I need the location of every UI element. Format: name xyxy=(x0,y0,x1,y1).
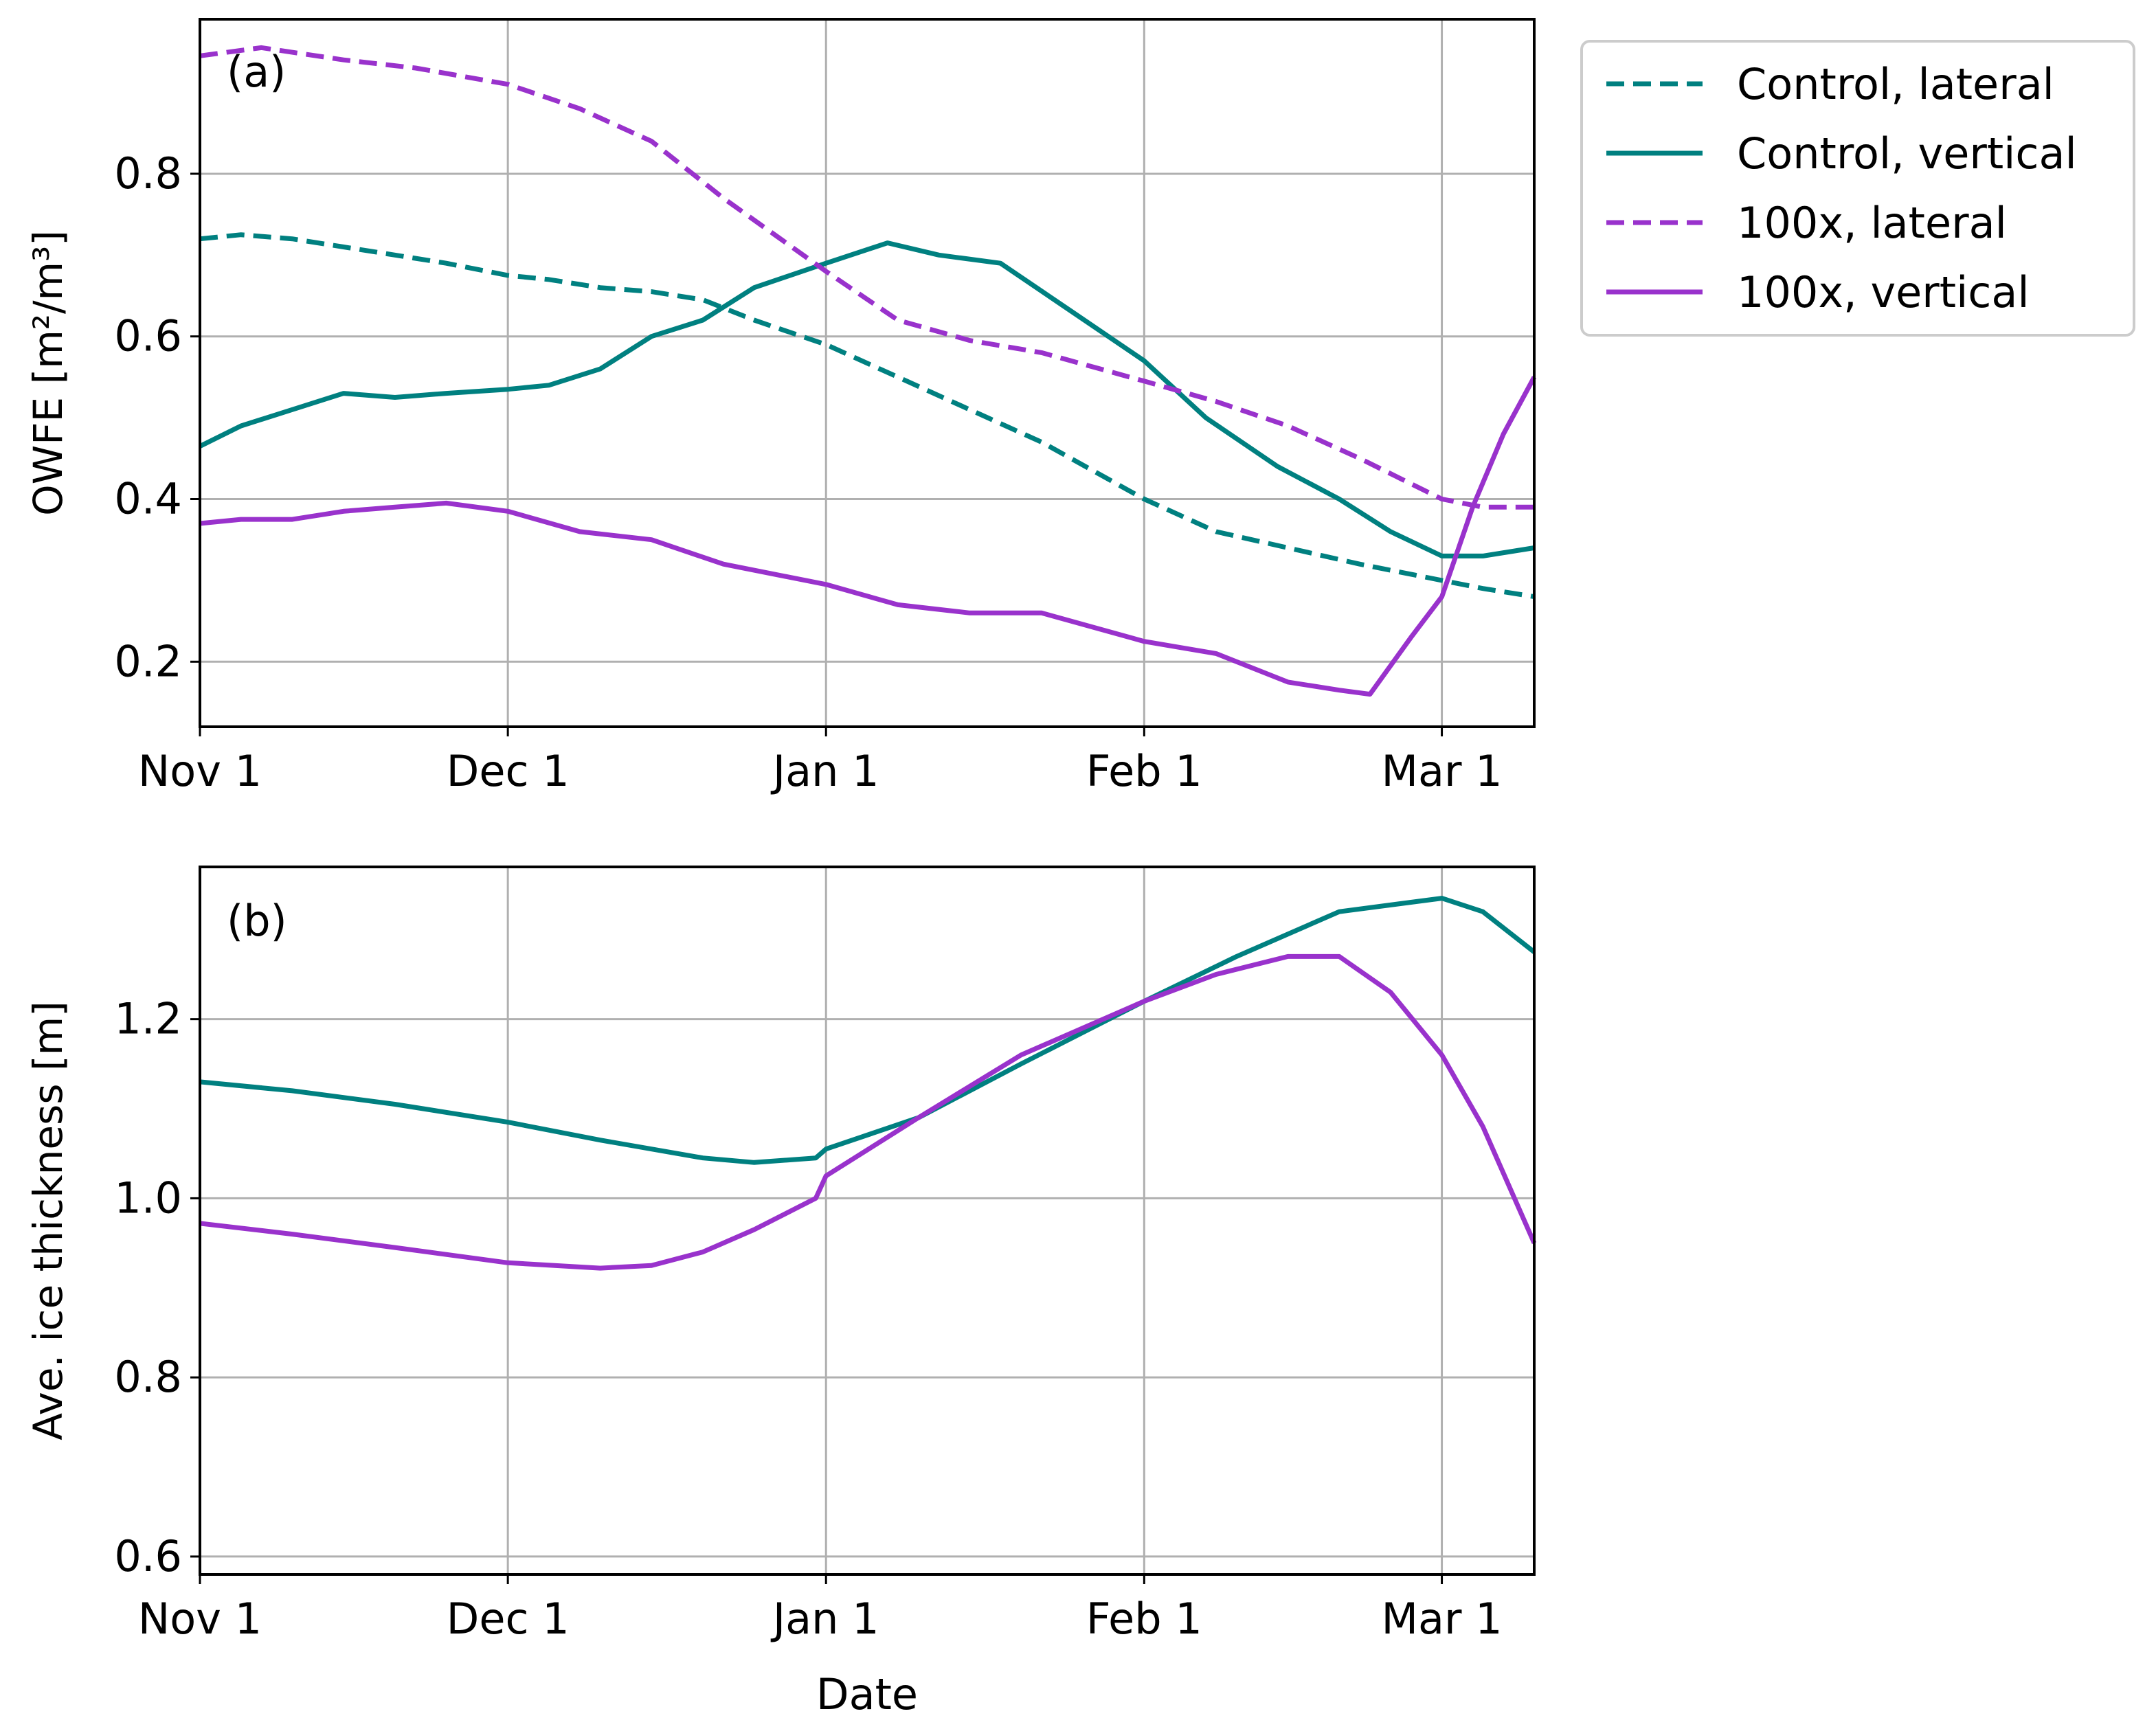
grid-a xyxy=(199,19,1534,727)
series-line-100x xyxy=(199,953,1537,1271)
x-axis-label-b: Date xyxy=(816,1669,918,1719)
y-tick-label: 0.4 xyxy=(114,474,182,524)
x-ticks-b: Nov 1 Dec 1 Jan 1 Feb 1 Mar 1 xyxy=(138,1574,1503,1644)
y-tick-label: 1.2 xyxy=(114,994,182,1044)
legend-frame xyxy=(1580,40,2135,337)
x-tick-label: Mar 1 xyxy=(1381,1594,1502,1644)
y-axis-label-b: Ave. ice thickness [m] xyxy=(25,1001,71,1440)
panel-a: (a) 0.2 0.4 0.6 0.8 Nov 1 Dec 1 Jan 1 Feb 1 Mar… xyxy=(25,18,1537,796)
y-tick-label: 0.2 xyxy=(114,636,182,686)
legend: Control, lateral Control, vertical 100x, l… xyxy=(1580,40,2135,337)
series-line-control-vertical xyxy=(199,240,1535,558)
legend-label: Control, vertical xyxy=(1737,128,2077,179)
panel-a-label: (a) xyxy=(227,47,286,97)
y-tick-label: 0.8 xyxy=(114,1352,182,1402)
y-tick-label: 1.0 xyxy=(114,1173,182,1223)
series-line-control xyxy=(199,896,1536,1165)
x-tick-label: Jan 1 xyxy=(770,746,879,796)
y-tick-label: 0.8 xyxy=(114,148,182,199)
x-tick-label: Mar 1 xyxy=(1381,746,1502,796)
panel-b-label: (b) xyxy=(227,896,287,946)
y-ticks-b: 0.6 0.8 1.0 1.2 xyxy=(114,994,200,1581)
x-tick-label: Feb 1 xyxy=(1086,1594,1202,1644)
x-ticks-a: Nov 1 Dec 1 Jan 1 Feb 1 Mar 1 xyxy=(138,727,1503,796)
series-line-100x-vertical xyxy=(199,376,1537,697)
x-tick-label: Jan 1 xyxy=(770,1594,879,1644)
series-line-control-lateral xyxy=(199,232,1535,600)
plot-frame-b xyxy=(199,866,1536,1576)
y-tick-label: 0.6 xyxy=(114,311,182,361)
x-tick-label: Dec 1 xyxy=(447,1594,570,1644)
x-tick-label: Feb 1 xyxy=(1086,746,1202,796)
series-group-a xyxy=(199,45,1537,697)
grid-b xyxy=(199,867,1534,1574)
x-tick-label: Dec 1 xyxy=(447,746,570,796)
legend-label: 100x, vertical xyxy=(1737,267,2030,317)
panel-b: (b) 0.6 0.8 1.0 1.2 Nov 1 Dec 1 Jan 1 Feb 1 Mar… xyxy=(25,866,1537,1719)
x-tick-label: Nov 1 xyxy=(138,746,262,796)
series-group-b xyxy=(199,896,1537,1271)
series-line-100x-lateral xyxy=(199,45,1534,510)
y-ticks-a: 0.2 0.4 0.6 0.8 xyxy=(114,148,200,686)
y-tick-label: 0.6 xyxy=(114,1531,182,1581)
legend-label: Control, lateral xyxy=(1737,59,2054,109)
legend-label: 100x, lateral xyxy=(1737,198,2007,248)
legend-entries: Control, lateral Control, vertical 100x, l… xyxy=(1606,59,2077,317)
plot-frame-a xyxy=(199,18,1536,728)
y-axis-label-a: OWFE [m²/m³] xyxy=(25,230,71,516)
x-tick-label: Nov 1 xyxy=(138,1594,262,1644)
